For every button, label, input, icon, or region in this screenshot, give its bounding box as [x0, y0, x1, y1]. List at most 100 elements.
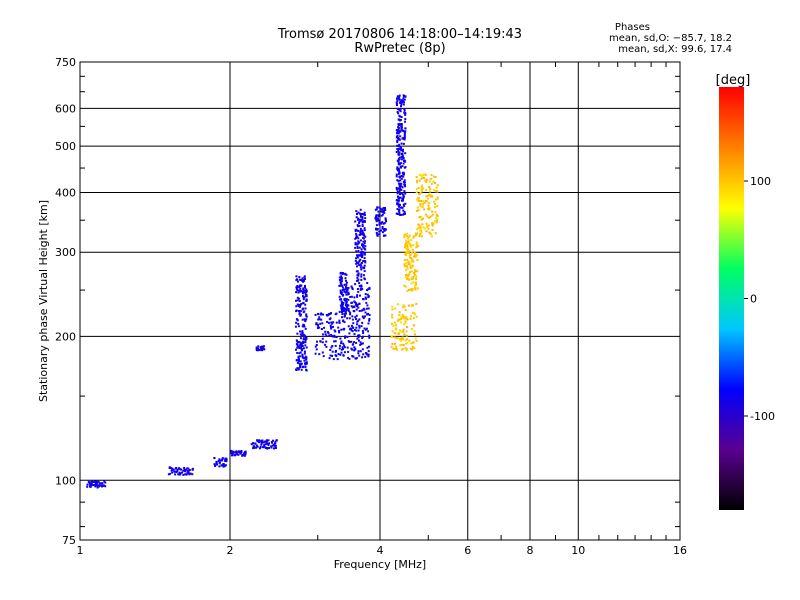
data-point-O: [357, 211, 360, 214]
data-point-O: [302, 311, 305, 314]
data-point-X: [406, 326, 408, 328]
data-point-O: [368, 345, 370, 348]
data-point-O: [395, 199, 398, 202]
data-point-O: [399, 196, 402, 199]
data-point-O: [244, 450, 247, 453]
data-point-O: [302, 288, 305, 291]
data-point-O: [213, 463, 216, 466]
data-point-O: [303, 276, 306, 279]
data-point-X: [404, 253, 407, 256]
data-point-O: [402, 175, 405, 178]
data-point-O: [236, 453, 239, 456]
data-point-O: [404, 202, 407, 205]
data-point-O: [401, 152, 404, 155]
data-point-X: [395, 324, 397, 327]
data-point-O: [304, 278, 306, 280]
data-point-O: [378, 206, 381, 209]
data-point-O: [401, 148, 404, 151]
data-point-X: [398, 314, 401, 317]
data-point-O: [364, 260, 367, 263]
data-point-O: [403, 134, 406, 137]
data-point-O: [338, 276, 341, 279]
data-point-O: [301, 354, 304, 357]
data-point-O: [322, 333, 324, 336]
data-point-O: [262, 345, 265, 348]
y-tick-label: 400: [55, 186, 76, 199]
data-point-O: [402, 97, 405, 100]
data-point-O: [368, 334, 371, 337]
data-point-O: [399, 162, 402, 165]
data-point-X: [410, 257, 413, 260]
data-point-O: [351, 301, 354, 304]
data-point-O: [356, 213, 358, 215]
data-point-O: [378, 221, 381, 224]
data-point-O: [397, 187, 400, 190]
data-point-O: [98, 482, 101, 485]
data-point-O: [398, 211, 401, 214]
data-point-O: [398, 115, 401, 118]
data-point-O: [359, 208, 362, 211]
data-point-X: [395, 328, 398, 330]
data-point-O: [300, 337, 302, 340]
data-point-O: [352, 355, 355, 358]
data-point-O: [398, 172, 401, 175]
data-point-O: [367, 322, 370, 325]
data-point-O: [218, 458, 221, 461]
data-point-O: [399, 146, 402, 149]
data-point-O: [367, 288, 370, 291]
data-point-O: [366, 313, 369, 316]
data-point-O: [330, 326, 332, 329]
data-point-O: [350, 324, 353, 327]
data-point-X: [411, 328, 413, 330]
data-point-X: [431, 224, 434, 227]
data-point-O: [264, 443, 267, 446]
data-point-X: [416, 245, 418, 248]
data-point-O: [315, 348, 318, 351]
data-point-O: [355, 308, 358, 311]
data-point-O: [360, 284, 363, 287]
data-point-X: [435, 186, 438, 189]
data-point-X: [432, 189, 435, 192]
data-point-O: [398, 130, 401, 133]
data-point-O: [383, 207, 386, 210]
data-point-O: [351, 330, 354, 333]
data-point-X: [435, 189, 438, 192]
data-point-O: [347, 291, 350, 294]
data-point-X: [399, 344, 402, 347]
data-point-O: [256, 440, 259, 443]
data-point-O: [342, 348, 344, 350]
data-point-O: [217, 460, 220, 462]
data-point-X: [436, 218, 439, 221]
data-point-X: [405, 334, 408, 337]
data-point-X: [414, 234, 417, 237]
data-point-O: [303, 324, 305, 327]
data-point-O: [349, 311, 352, 314]
data-point-O: [397, 202, 400, 205]
data-point-O: [401, 165, 404, 168]
data-point-X: [400, 317, 402, 320]
data-point-X: [410, 270, 413, 273]
data-point-X: [406, 267, 409, 270]
data-point-O: [298, 341, 301, 344]
data-point-X: [418, 200, 421, 202]
data-point-O: [303, 291, 306, 294]
data-point-O: [359, 258, 362, 261]
data-point-O: [356, 295, 359, 298]
data-point-X: [404, 317, 407, 320]
data-point-O: [321, 341, 324, 344]
data-point-O: [358, 354, 361, 357]
data-point-O: [358, 264, 361, 267]
data-point-O: [325, 345, 328, 348]
data-point-O: [298, 358, 300, 361]
data-point-O: [231, 454, 233, 457]
data-point-O: [383, 228, 386, 230]
data-point-O: [347, 298, 350, 301]
data-point-O: [400, 103, 403, 106]
data-point-X: [403, 263, 406, 266]
data-point-O: [96, 486, 99, 489]
data-point-O: [179, 468, 182, 471]
data-point-O: [400, 116, 403, 118]
data-point-O: [298, 313, 301, 316]
data-point-X: [413, 333, 416, 336]
data-point-X: [406, 289, 409, 292]
